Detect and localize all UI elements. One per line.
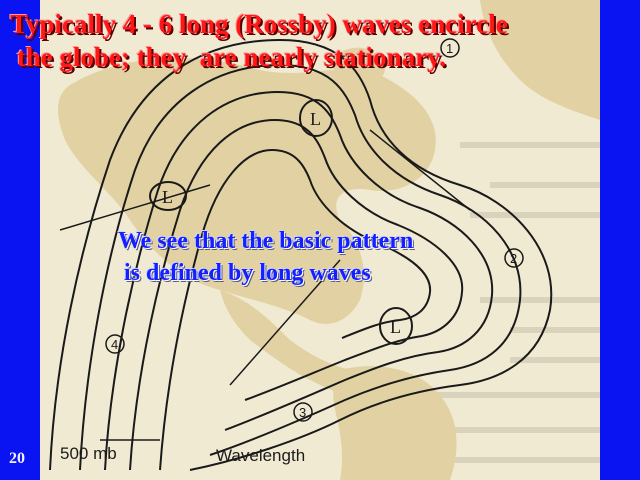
wave-marker-2 <box>504 248 524 268</box>
wave-marker-1 <box>440 38 460 58</box>
low-ellipse-south <box>379 307 413 345</box>
slide-callout: We see that the basic pattern is defined… <box>118 228 414 286</box>
pressure-level-label: 500 mb <box>60 444 117 463</box>
upper-air-map: L L L 1 2 3 4 500 mb Wavelength <box>40 0 600 480</box>
low-pressure-centres: L L L <box>149 99 413 345</box>
trough-axis-2 <box>229 259 341 386</box>
trough-axis-3 <box>369 129 471 211</box>
central-america-land <box>220 290 374 397</box>
wave-marker-4 <box>105 334 125 354</box>
low-ellipse-west <box>149 181 187 211</box>
slide-number: 20 <box>9 450 25 467</box>
wave-number-3: 3 <box>299 405 306 420</box>
slide-title: Typically 4 - 6 long (Rossby) waves enci… <box>10 9 508 72</box>
wave-number-1: 1 <box>446 41 453 56</box>
wave-number-markers: 1 2 3 4 <box>105 38 524 422</box>
contour-line-2 <box>79 63 522 471</box>
europe-land <box>480 0 600 120</box>
contour-line-5 <box>159 148 432 471</box>
contour-line-1 <box>49 38 553 471</box>
map-drawing: L L L 1 2 3 4 <box>49 0 600 480</box>
contour-line-4 <box>129 118 464 471</box>
wave-number-2: 2 <box>510 251 517 266</box>
low-ellipse-north <box>299 99 333 137</box>
low-label-north: L <box>310 109 321 129</box>
wavelength-label: Wavelength <box>216 446 306 465</box>
low-label-west: L <box>162 187 173 207</box>
contour-line-3 <box>104 90 494 471</box>
wave-marker-3 <box>293 402 313 422</box>
south-america-land <box>333 366 457 480</box>
low-label-south: L <box>390 317 401 337</box>
wave-number-4: 4 <box>111 337 118 352</box>
north-america-land <box>58 58 436 324</box>
